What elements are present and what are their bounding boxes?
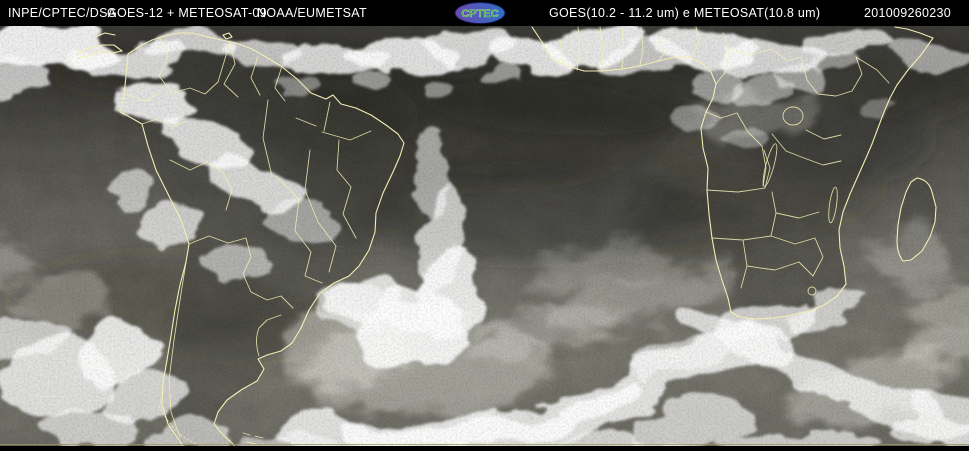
satellites-label: GOES-12 + METEOSAT-09 xyxy=(107,6,267,20)
south-america-borders xyxy=(127,37,294,438)
madagascar-coastline xyxy=(896,177,937,262)
channels-label: GOES(10.2 - 11.2 um) e METEOSAT(10.8 um) xyxy=(549,6,821,20)
lake-tanganyika-outline xyxy=(762,143,778,187)
cptec-logo-text: CPTEC xyxy=(461,8,498,20)
africa-borders xyxy=(559,26,890,289)
lake-victoria-outline xyxy=(782,106,804,126)
bottom-bar xyxy=(0,446,969,451)
timestamp-label: 201009260230 xyxy=(864,6,952,20)
grain-light-texture xyxy=(0,26,969,446)
africa-coastline xyxy=(531,26,934,320)
brazil-state-borders xyxy=(262,99,372,284)
patagonia-fjords xyxy=(158,405,204,446)
satellite-map xyxy=(0,26,969,446)
header-bar: INPE/CPTEC/DSA GOES-12 + METEOSAT-09 NOA… xyxy=(0,0,969,26)
providers-label: NOAA/EUMETSAT xyxy=(257,6,367,20)
agency-label: INPE/CPTEC/DSA xyxy=(8,6,117,20)
lake-malawi-outline xyxy=(828,186,838,224)
logo-oval xyxy=(454,2,506,24)
lesotho-outline xyxy=(807,286,817,296)
cptec-logo-icon: CPTEC xyxy=(454,2,506,24)
falkland-islands-outline xyxy=(242,432,264,445)
central-america-coastline xyxy=(75,32,123,59)
trinidad-outline xyxy=(222,32,233,40)
